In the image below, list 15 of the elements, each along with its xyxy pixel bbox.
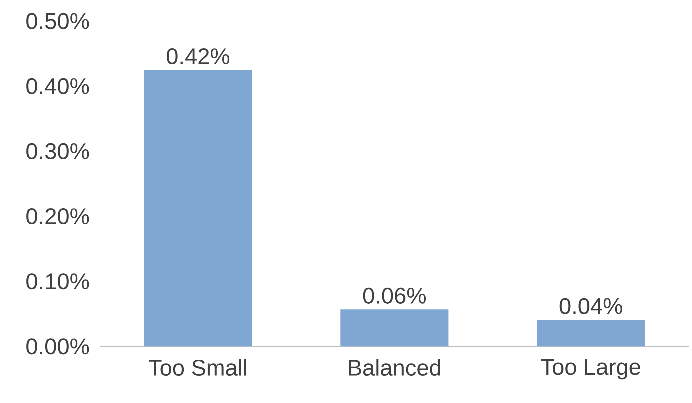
x-tick-label: Balanced [349,360,440,376]
data-label: 0.06% [363,288,426,304]
y-tick-label: 0.40% [26,78,90,95]
y-tick-label: 0.00% [26,338,90,355]
x-tick-label: Too Large [541,360,640,380]
data-label: 0.04% [560,298,622,315]
y-tick-label: 0.20% [26,208,90,225]
x-tick-label: Too Small [148,360,246,376]
data-label: 0.42% [166,48,230,65]
y-tick-label: 0.10% [26,274,90,290]
y-tick-label: 0.30% [26,144,90,160]
bar [537,320,646,347]
y-tick-label: 0.50% [26,13,90,30]
bar [144,70,252,347]
bar [340,310,449,347]
